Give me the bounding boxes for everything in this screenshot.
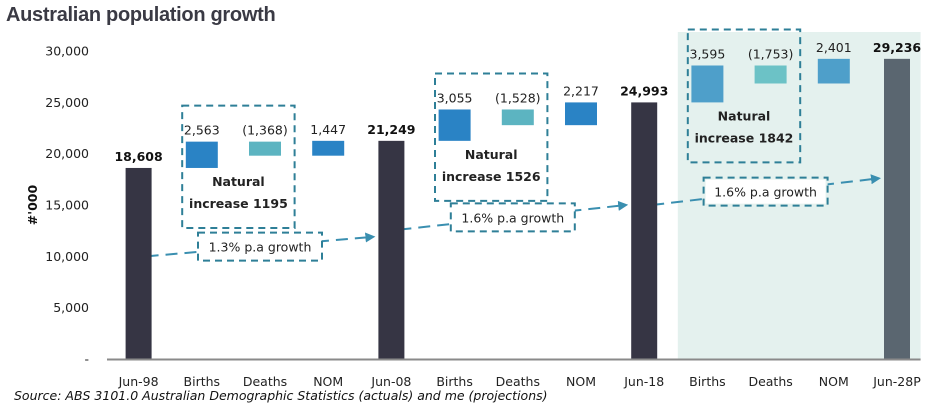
x-axis-categories: Jun-98 Births Deaths NOM Jun-08 Births Deaths N… — [118, 374, 922, 389]
x-tick-label: Jun-18 — [623, 374, 664, 389]
natural-increase-box: Natural increase 1195 — [181, 104, 296, 229]
births-bar — [185, 141, 218, 168]
y-tick-label: 10,000 — [45, 249, 89, 264]
source-note: Source: ABS 3101.0 Australian Demographi… — [14, 388, 548, 403]
y-tick-label: 30,000 — [45, 44, 89, 59]
total-bar — [631, 102, 658, 359]
growth-label: 1.3% p.a growth — [209, 240, 312, 255]
growth-label: 1.6% p.a growth — [461, 210, 564, 225]
dashed-box — [686, 28, 802, 164]
data-label: (1,368) — [242, 123, 288, 138]
deaths-bar — [501, 109, 534, 126]
growth-annotations: 1.3% p.a growth 1.6% p.a growth 1.6% p.a g… — [146, 174, 881, 262]
natural-increase-value: increase 1526 — [442, 169, 541, 184]
total-bar — [378, 140, 405, 359]
x-tick-label: Jun-08 — [370, 374, 411, 389]
growth-label-box — [197, 231, 323, 262]
growth-annotation: 1.6% p.a growth — [652, 174, 881, 207]
births-bar — [691, 65, 724, 103]
x-tick-label: Births — [689, 374, 726, 389]
data-label: 1,447 — [310, 122, 346, 137]
data-labels: 18,608 2,563 (1,368) 1,447 21,249 3,055 (1,528… — [114, 40, 921, 164]
y-tick-label: 25,000 — [45, 95, 89, 110]
natural-increase-box: Natural increase 1842 — [686, 28, 802, 164]
data-label: 2,217 — [563, 83, 599, 98]
y-tick-label: 20,000 — [45, 146, 89, 161]
chart-title: Australian population growth — [6, 4, 276, 26]
data-label: 2,563 — [184, 123, 220, 138]
natural-increase-value: increase 1195 — [189, 196, 288, 211]
x-tick-label: NOM — [313, 374, 343, 389]
nom-bar — [312, 140, 345, 156]
x-tick-label: NOM — [819, 374, 849, 389]
natural-increase-box: Natural increase 1526 — [434, 72, 549, 202]
y-tick-label: 15,000 — [45, 198, 89, 213]
y-tick-label: 5,000 — [53, 300, 89, 315]
bars — [125, 58, 910, 359]
natural-increase-annotations: Natural increase 1195 Natural increase 1526… — [181, 28, 802, 229]
natural-increase-label: Natural — [212, 174, 265, 189]
data-label: 21,249 — [367, 122, 415, 137]
deaths-bar — [249, 141, 281, 156]
nom-bar — [565, 102, 597, 126]
natural-increase-value: increase 1842 — [695, 130, 794, 145]
x-tick-label: Births — [436, 374, 473, 389]
data-label: 24,993 — [620, 83, 668, 98]
data-label: (1,528) — [495, 90, 541, 105]
data-label: (1,753) — [748, 46, 794, 61]
data-label: 3,055 — [437, 90, 473, 105]
data-label: 18,608 — [114, 149, 162, 164]
growth-label-bg — [705, 179, 826, 204]
x-tick-label: Jun-28P — [872, 374, 921, 389]
x-tick-label: Deaths — [243, 374, 287, 389]
dashed-box — [181, 104, 296, 229]
x-tick-label: Jun-98 — [118, 374, 159, 389]
data-label: 29,236 — [873, 40, 922, 55]
x-tick-label: Deaths — [496, 374, 540, 389]
total-bar — [884, 58, 910, 359]
data-label: 3,595 — [690, 46, 726, 61]
births-bar — [438, 109, 471, 141]
data-label: 2,401 — [816, 40, 852, 55]
y-tick-label: - — [84, 352, 89, 367]
natural-increase-label: Natural — [718, 108, 771, 123]
natural-increase-label: Natural — [465, 147, 518, 162]
y-axis-label: #'000 — [25, 185, 40, 226]
nom-bar — [817, 58, 850, 84]
growth-label-box — [449, 202, 576, 233]
total-bar — [125, 167, 152, 359]
growth-annotation: 1.3% p.a growth — [146, 231, 376, 262]
growth-label: 1.6% p.a growth — [714, 185, 817, 200]
x-tick-label: Deaths — [748, 374, 792, 389]
growth-annotation: 1.6% p.a growth — [399, 200, 629, 233]
deaths-bar — [754, 65, 787, 84]
x-tick-label: Births — [184, 374, 221, 389]
x-tick-label: NOM — [566, 374, 596, 389]
y-axis: - 5,000 10,000 15,000 20,000 25,000 30,000 — [45, 44, 89, 367]
